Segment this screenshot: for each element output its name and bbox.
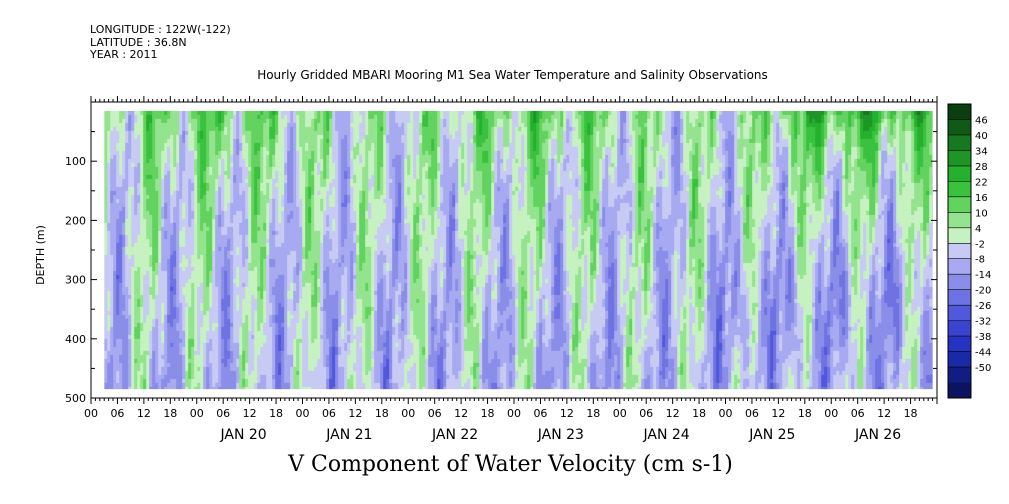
colorbar-label: -8: [975, 255, 985, 266]
x-day-label: JAN 25: [748, 427, 795, 443]
x-hour-label: 00: [190, 407, 204, 420]
colorbar-segment: [948, 181, 971, 197]
colorbar-segment: [948, 352, 971, 368]
colorbar-segment: [948, 166, 971, 182]
x-hour-label: 12: [137, 407, 151, 420]
colorbar-segment: [948, 290, 971, 306]
x-hour-label: 06: [745, 407, 759, 420]
x-hour-label: 18: [692, 407, 706, 420]
y-tick-label: 100: [65, 155, 86, 168]
colorbar-segment: [948, 336, 971, 352]
x-day-label: JAN 26: [854, 427, 901, 443]
x-hour-label: 18: [163, 407, 177, 420]
colorbar-label: -20: [975, 286, 991, 297]
x-hour-label: 18: [375, 407, 389, 420]
colorbar-label: -44: [975, 348, 991, 359]
x-hour-label: 00: [84, 407, 98, 420]
y-tick-label: 500: [65, 392, 86, 405]
colorbar-segment: [948, 212, 971, 228]
colorbar-label: -14: [975, 270, 991, 281]
x-hour-label: 12: [348, 407, 362, 420]
x-hour-label: 12: [666, 407, 680, 420]
x-hour-label: 06: [216, 407, 230, 420]
colorbar-segment: [948, 119, 971, 135]
x-hour-label: 12: [560, 407, 574, 420]
colorbar-label: -2: [975, 239, 985, 250]
variable-title: V Component of Water Velocity (cm s-1): [288, 452, 733, 477]
velocity-heatmap-chart: 100200300400500 00 06 12 18 00 06 12 18 00 06 12 18…: [0, 0, 1009, 504]
x-hour-label: 12: [877, 407, 891, 420]
x-hour-label: 00: [507, 407, 521, 420]
x-hour-label: 12: [243, 407, 257, 420]
x-hour-label: 06: [428, 407, 442, 420]
colorbar-label: 34: [975, 146, 988, 157]
x-hour-label: 12: [454, 407, 468, 420]
colorbar-label: -38: [975, 332, 991, 343]
x-hour-label: 12: [771, 407, 785, 420]
colorbar-segment: [948, 150, 971, 166]
colorbar-segment: [948, 228, 971, 244]
x-hour-label: 06: [851, 407, 865, 420]
x-hour-label: 06: [322, 407, 336, 420]
x-hour-label: 00: [719, 407, 733, 420]
heatmap-field: [104, 111, 936, 392]
colorbar-label: -50: [975, 363, 991, 374]
colorbar-label: -32: [975, 317, 991, 328]
x-hour-label: 00: [824, 407, 838, 420]
colorbar: 46 40 34 28 22 16 10 4 -2 -8 -14 -20 -26 -32 -38 -44 -50: [948, 104, 991, 398]
colorbar-segment: [948, 259, 971, 275]
x-hour-label: 18: [481, 407, 495, 420]
colorbar-label: -26: [975, 301, 991, 312]
x-hour-label: 00: [613, 407, 627, 420]
x-hour-label: 06: [639, 407, 653, 420]
x-day-label: JAN 24: [643, 427, 690, 443]
colorbar-label: 4: [975, 224, 981, 235]
x-day-label: JAN 23: [537, 427, 584, 443]
y-tick-label: 300: [65, 274, 86, 287]
y-axis-label: DEPTH (m): [34, 225, 47, 285]
colorbar-segment: [948, 104, 971, 120]
x-hour-label: 18: [586, 407, 600, 420]
colorbar-segment: [948, 321, 971, 337]
x-hour-label: 18: [798, 407, 812, 420]
colorbar-segment: [948, 305, 971, 321]
colorbar-segment: [948, 243, 971, 259]
x-hour-label: 00: [296, 407, 310, 420]
colorbar-segment: [948, 383, 971, 399]
colorbar-label: 40: [975, 131, 988, 142]
colorbar-segment: [948, 274, 971, 290]
x-hour-label: 06: [533, 407, 547, 420]
y-tick-label: 400: [65, 333, 86, 346]
colorbar-label: 22: [975, 177, 988, 188]
colorbar-label: 16: [975, 193, 988, 204]
x-hour-label: 18: [904, 407, 918, 420]
x-day-label: JAN 22: [431, 427, 478, 443]
x-day-label: JAN 20: [220, 427, 267, 443]
colorbar-label: 28: [975, 162, 988, 173]
colorbar-segment: [948, 197, 971, 213]
y-tick-label: 200: [65, 214, 86, 227]
colorbar-label: 10: [975, 208, 988, 219]
variable-title-container: V Component of Water Velocity (cm s-1): [0, 452, 1009, 477]
x-hour-label: 18: [269, 407, 283, 420]
x-day-label: JAN 21: [325, 427, 372, 443]
colorbar-label: 46: [975, 115, 988, 126]
x-hour-label: 00: [401, 407, 415, 420]
colorbar-segment: [948, 135, 971, 151]
colorbar-segment: [948, 367, 971, 383]
x-hour-label: 06: [110, 407, 124, 420]
